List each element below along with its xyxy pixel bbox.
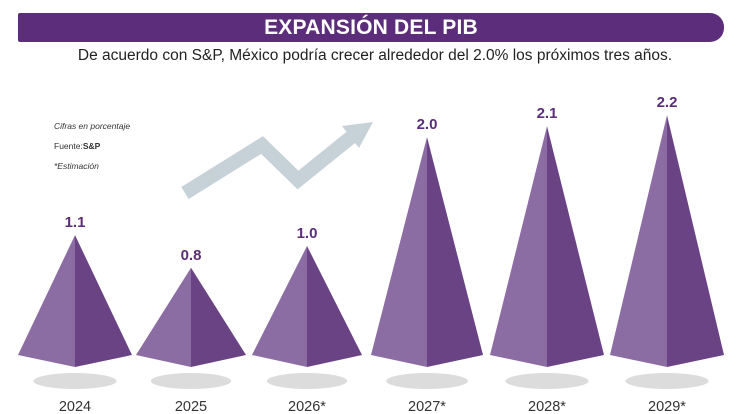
pyramid-face-right — [667, 115, 724, 367]
trend-arrowhead-icon — [342, 122, 373, 148]
source-label: Fuente: — [54, 141, 83, 151]
pyramid-face-left — [136, 267, 191, 367]
x-tick-label: 2028* — [528, 399, 566, 414]
pyramid-face-right — [191, 267, 246, 367]
x-tick-label: 2029* — [648, 399, 686, 414]
pyramid-shadow — [386, 373, 468, 389]
data-label: 2.1 — [537, 105, 558, 122]
pyramid-face-left — [371, 137, 427, 367]
pyramid-shadow — [33, 373, 117, 389]
chart-notes: Cifras en porcentaje Fuente:S&P *Estimac… — [54, 121, 130, 181]
source-value: S&P — [82, 141, 101, 151]
data-label: 0.8 — [181, 247, 202, 264]
pyramid-face-right — [75, 235, 132, 367]
title-bar: EXPANSIÓN DEL PIB — [18, 13, 724, 42]
pyramid-face-right — [547, 126, 604, 367]
data-label: 2.0 — [417, 116, 438, 133]
pyramid-face-left — [490, 126, 547, 367]
data-label: 2.2 — [657, 94, 678, 111]
trend-arrow-icon — [181, 128, 360, 199]
x-tick-label: 2024 — [59, 399, 91, 414]
pyramid-face-left — [252, 246, 307, 367]
page-title: EXPANSIÓN DEL PIB — [264, 16, 478, 39]
pyramid-face-left — [18, 235, 75, 367]
x-tick-label: 2026* — [288, 399, 326, 414]
data-label: 1.1 — [65, 214, 86, 231]
data-label: 1.0 — [297, 225, 318, 242]
pyramid-face-right — [307, 246, 362, 367]
source-note: Fuente:S&P — [54, 141, 130, 151]
pyramid-shadow — [266, 373, 348, 389]
pyramid-shadow — [150, 373, 232, 389]
pyramid-shadow — [625, 373, 709, 389]
estimate-note: *Estimación — [54, 161, 99, 171]
x-tick-label: 2025 — [175, 399, 207, 414]
pyramid-face-left — [610, 115, 667, 367]
pyramid-face-right — [427, 137, 483, 367]
subtitle: De acuerdo con S&P, México podría crecer… — [77, 47, 673, 64]
pyramid-shadow — [505, 373, 589, 389]
x-tick-label: 2027* — [408, 399, 446, 414]
units-note: Cifras en porcentaje — [54, 121, 131, 131]
